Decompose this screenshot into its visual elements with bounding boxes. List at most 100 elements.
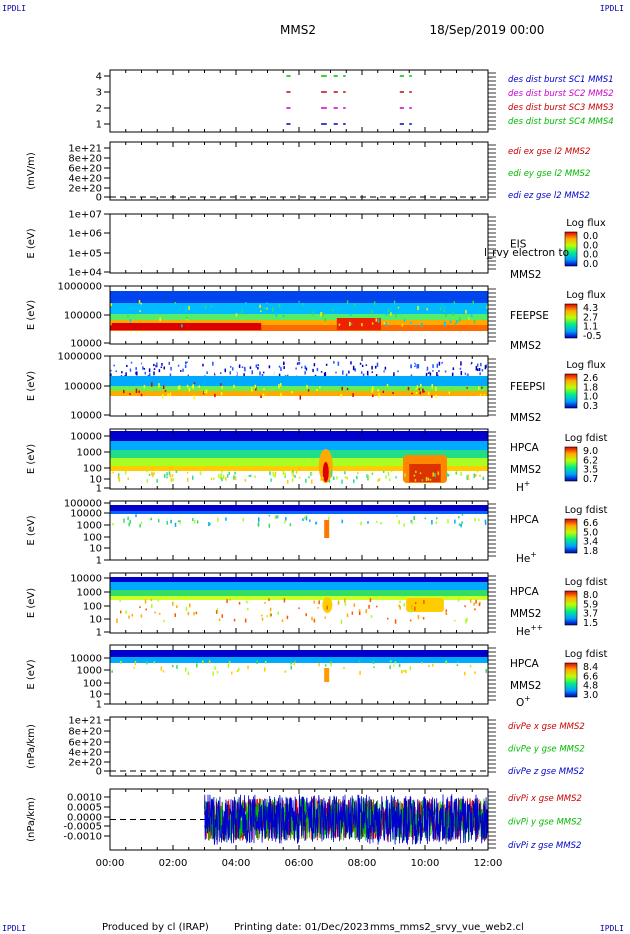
feepsi-speckle-hot [382,390,385,394]
spacecraft-label: MMS2 [510,412,541,424]
hpca-speckle [380,522,382,525]
hpca-speckle [273,475,275,477]
feepsi-speckle [478,368,481,371]
hpca-speckle [212,671,214,676]
footer-produced-by: Produced by cl (IRAP) [102,922,209,933]
hpca-speckle [119,598,121,602]
feepsi-speckle [136,371,138,376]
feepsi-speckle-hot [448,391,451,395]
hpca-speckle [264,667,266,672]
hpca-speckle [221,470,223,473]
x-tick-label: 02:00 [159,858,188,869]
hpca-speckle [458,516,460,519]
hpca-speckle [276,515,279,519]
hpca-speckle [174,613,176,617]
feepse-speckle [403,319,406,322]
feepse-speckle [110,303,112,306]
feepsi-speckle [333,361,335,364]
feepsi-speckle [476,368,479,372]
feepsi-speckle [297,361,299,364]
hpca-speckle [318,663,320,667]
feepsi-speckle-hot [220,383,222,386]
y-tick-label: 1 [96,628,102,639]
hpca-speckle [465,619,467,624]
hpca-speckle [340,619,343,624]
feepsi-speckle [163,366,166,370]
hpca-speckle [163,619,165,623]
hpca-speckle [148,473,151,476]
instrument-label: HPCA [510,586,540,598]
feepsi-speckle [147,370,149,373]
hpca-speckle [128,522,130,527]
hpca-speckle [435,521,438,525]
feepse-speckle [449,320,452,324]
hpca-speckle [160,666,163,671]
legend-entry: edi ex gse l2 MMS2 [508,147,590,157]
feepsi-speckle [283,362,285,365]
footer-printing-date: Printing date: 01/Dec/2023 [234,922,369,933]
feepsi-speckle [130,373,133,377]
x-tick-label: 00:00 [96,858,125,869]
hpca-speckle [447,519,449,524]
hpca-speckle [221,614,224,618]
feepsi-speckle [110,373,112,377]
feepsi-speckle [202,365,204,369]
hpca-speckle [131,613,134,617]
feepsi-speckle [446,372,448,376]
hpca-speckle [344,476,347,479]
hpca-speckle [346,613,349,618]
y-tick-label: 1000 [77,588,102,599]
feepsi-speckle [141,362,144,366]
feepsi-speckle [345,372,347,374]
legend-entry: des dist burst SC4 MMS4 [508,117,614,127]
feepsi-speckle [313,363,316,367]
hpca-speckle [382,470,385,473]
feepsi-speckle-hot [203,391,206,394]
feepsi-speckle [238,373,241,377]
feepsi-speckle [459,367,462,370]
feepse-speckle [443,309,445,313]
hpca-speckle [221,477,223,482]
y-tick-label: 1000000 [57,282,102,293]
feepsi-speckle [115,370,117,373]
hpca-speckle [469,599,472,603]
feepsi-speckle [280,367,282,371]
hpca-speckle [292,473,294,477]
feepsi-speckle [295,367,297,370]
feepsi-speckle [480,362,482,367]
y-tick-label: 100000 [64,382,102,393]
hpca-speckle [313,600,316,604]
feepsi-speckle [334,366,337,371]
feepse-speckle [465,309,467,314]
hpca-speckle [244,478,247,482]
feepsi-speckle-hot [340,393,342,398]
feepse-speckle [331,308,334,312]
hpca-band [110,431,488,441]
feepsi-speckle [278,373,281,378]
hpca-speckle [326,605,328,610]
feepsi-speckle-hot [251,387,253,392]
hpca-speckle [151,473,153,476]
colorbar-tick-label: 3.0 [583,690,598,701]
x-tick-label: 12:00 [474,858,503,869]
hpca-speckle [172,664,174,668]
colorbar-tick-label: 6.6 [583,671,598,682]
hpca-speckle [421,479,424,482]
hpca-speckle [398,520,400,525]
colorbar-tick-label: 1.1 [583,322,598,333]
feepsi-speckle [129,368,132,372]
feepsi-speckle [371,365,373,370]
hpca-speckle [230,671,233,675]
feepsi-speckle [283,367,286,371]
hpca-speckle [269,471,271,476]
hpca-o-burst [324,668,330,682]
feepsi-speckle-hot [162,385,165,390]
hpca-speckle [474,517,476,522]
feepsi-speckle [416,364,418,369]
panel-edi-e [104,141,496,201]
hpca-speckle [454,619,456,622]
feepsi-speckle [333,364,335,369]
hpca-speckle [399,600,401,603]
hpca-speckle [431,520,433,525]
hpca-speckle [193,612,195,616]
